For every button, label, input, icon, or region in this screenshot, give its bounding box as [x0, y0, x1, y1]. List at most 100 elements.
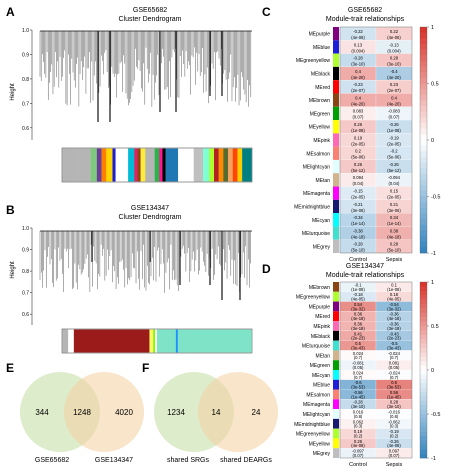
legend-gradient-step	[420, 334, 427, 340]
cell-pvalue: (2e-05)	[351, 194, 365, 199]
cell-pvalue: (2e-05)	[387, 141, 401, 146]
cell-correlation: 0.4	[355, 69, 361, 74]
dendrogram-cluster	[97, 31, 111, 122]
cell-pvalue: (4e-18)	[387, 234, 401, 239]
legend-tick-label: -0.5	[431, 412, 440, 418]
module-color-swatch	[333, 40, 339, 54]
legend-gradient-step	[420, 330, 427, 336]
cell-correlation: -0.081	[352, 361, 365, 366]
legend-gradient-step	[420, 77, 427, 84]
legend-gradient-step	[420, 213, 427, 220]
module-color-segment	[137, 148, 141, 182]
legend-gradient-step	[420, 207, 427, 214]
legend-gradient-step	[420, 190, 427, 197]
module-color-swatch	[333, 199, 339, 214]
panel-d-title: GSE134347	[346, 263, 384, 270]
cell-correlation: -0.18	[353, 292, 363, 297]
legend-gradient-step	[420, 134, 427, 141]
panel-a-ylabel: Height	[10, 83, 16, 101]
module-color-segment	[242, 148, 252, 182]
legend-gradient-step	[420, 308, 427, 314]
cell-pvalue: (2e-07)	[387, 88, 401, 93]
cell-pvalue: (0.07)	[389, 115, 401, 120]
legend-gradient-step	[420, 392, 427, 397]
panel-c-heatmap: MEpurple-0.22(4e-06)0.22(4e-06)MEblue0.1…	[294, 26, 413, 263]
module-label: MEyellow	[309, 441, 331, 447]
cell-pvalue: (0.7)	[354, 375, 363, 380]
cell-correlation: 0.22	[390, 29, 399, 34]
dendrogram-cluster	[179, 231, 211, 285]
cell-correlation: 0.2	[355, 149, 361, 154]
module-color-swatch	[333, 399, 339, 410]
legend-gradient-step	[420, 440, 427, 446]
legend-gradient-step	[420, 396, 427, 402]
module-color-segment	[175, 329, 178, 353]
module-color-segment	[237, 148, 243, 182]
cell-correlation: -0.097	[352, 449, 365, 454]
cell-correlation: 0.21	[390, 202, 399, 207]
panel-f-overlap-count: 14	[212, 408, 221, 417]
legend-gradient-step	[420, 383, 427, 388]
cell-correlation: -0.54	[389, 302, 399, 307]
legend-gradient-step	[420, 179, 427, 186]
module-color-swatch	[333, 379, 339, 390]
cell-pvalue: (0.8)	[354, 414, 363, 419]
cell-pvalue: (0.05)	[389, 365, 401, 370]
module-color-swatch	[333, 340, 339, 351]
module-label: MEpink	[313, 324, 330, 330]
panel-e-left-label: GSE65682	[35, 457, 69, 464]
module-color-segment	[228, 148, 233, 182]
cell-correlation: 0.28	[390, 400, 399, 405]
cell-correlation: -0.19	[389, 135, 399, 140]
module-label: MEmagenta	[303, 402, 330, 408]
module-label: MEmagenta	[303, 191, 330, 197]
legend-gradient-step	[420, 348, 427, 353]
legend-tick-label: 0	[431, 368, 434, 374]
module-color-segment	[90, 148, 98, 182]
legend-gradient-step	[420, 378, 427, 384]
panel-e-right-circle	[64, 372, 144, 452]
cell-pvalue: (3e-10)	[387, 62, 401, 67]
cell-pvalue: (4e-18)	[387, 316, 401, 321]
cell-correlation: 0.4	[355, 95, 361, 100]
legend-gradient-step	[420, 32, 427, 39]
panel-d-legend: 1 0.5 0 -0.5 -1	[419, 280, 440, 462]
legend-gradient-step	[420, 295, 427, 300]
legend-gradient-step	[420, 236, 427, 242]
cell-pvalue: (3e-10)	[351, 62, 365, 67]
cell-pvalue: (2e-23)	[387, 336, 401, 341]
module-label: MEturquoise	[302, 231, 330, 237]
module-label: MEtan	[316, 353, 331, 359]
module-color-swatch	[333, 448, 339, 458]
module-color-segment	[223, 148, 229, 182]
module-label: MEsalmon	[306, 392, 330, 398]
legend-tick-label: 0.5	[431, 324, 439, 330]
module-color-swatch	[333, 106, 339, 121]
cell-correlation: -0.062	[388, 419, 401, 424]
panel-b-subtitle: Cluster Dendrogram	[118, 214, 181, 221]
module-label: MEsalmon	[306, 151, 330, 157]
legend-gradient-step	[420, 162, 427, 169]
cell-correlation: 0.062	[353, 419, 364, 424]
module-label: MEred	[315, 314, 330, 320]
cell-pvalue: (4e-18)	[351, 234, 365, 239]
panel-a-letter: A	[6, 5, 15, 19]
legend-gradient-step	[420, 286, 427, 292]
legend-gradient-step	[420, 168, 427, 175]
module-color-swatch	[333, 213, 339, 227]
cell-correlation: -0.28	[353, 400, 363, 405]
legend-gradient-step	[420, 106, 427, 113]
module-color-segment	[145, 148, 155, 182]
cell-correlation: 0.19	[354, 429, 363, 434]
panel-c-legend: 1 0.5 0 -0.5 -1	[419, 25, 440, 257]
legend-gradient-step	[420, 173, 427, 180]
y-tick-label: 1.0	[22, 226, 29, 232]
module-label: MEblue	[313, 45, 330, 51]
module-label: MEgreen	[310, 111, 331, 117]
cell-pvalue: (3e-06)	[351, 208, 365, 213]
module-color-segment	[232, 148, 238, 182]
panel-e-right-label: GSE134347	[95, 457, 133, 464]
cell-pvalue: (3e-53)	[351, 385, 365, 390]
cell-pvalue: (3e-53)	[387, 385, 401, 390]
panel-a-module-colors	[62, 148, 252, 182]
